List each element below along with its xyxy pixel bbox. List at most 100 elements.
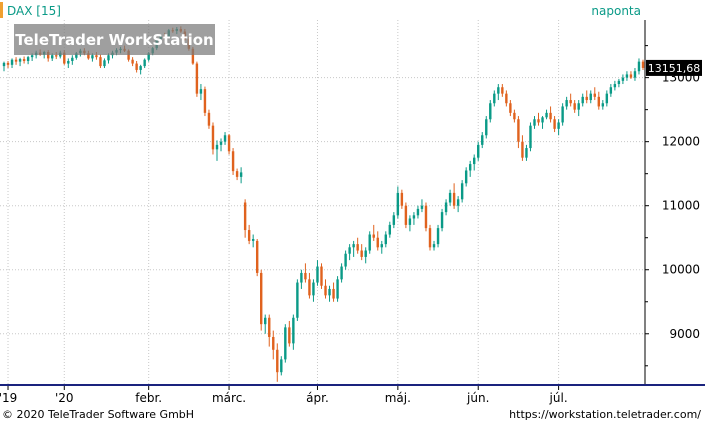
x-tick-label: febr.	[135, 391, 162, 405]
candle-body	[549, 112, 552, 120]
candle-body	[67, 60, 70, 64]
candle	[231, 148, 235, 175]
candle	[545, 109, 548, 120]
candle-body	[344, 253, 347, 267]
candle-body	[255, 240, 259, 273]
candle-body	[404, 205, 408, 225]
candle-body	[537, 119, 540, 123]
candle-body	[637, 61, 641, 72]
candle-body	[22, 59, 26, 61]
candle	[481, 132, 484, 149]
candle-body	[360, 250, 363, 257]
candle-body	[364, 250, 367, 257]
candle-body	[215, 144, 219, 150]
candle	[513, 109, 516, 123]
candle-body	[239, 172, 243, 177]
candle	[585, 90, 588, 104]
candle	[6, 60, 10, 69]
candle	[340, 263, 343, 283]
candle	[557, 119, 560, 136]
candle	[304, 263, 307, 283]
candle-body	[191, 48, 195, 64]
y-tick-label: 12000	[662, 135, 700, 149]
candle-body	[585, 96, 588, 101]
candle	[440, 208, 444, 232]
candle-body	[99, 57, 102, 67]
candle-body	[107, 55, 110, 61]
candle	[601, 100, 605, 110]
candle	[493, 90, 496, 107]
candle-body	[613, 84, 617, 88]
watermark-text: TeleTrader WorkStation	[15, 31, 213, 49]
candle-body	[284, 327, 287, 360]
candle-body	[545, 112, 548, 118]
candle	[641, 59, 645, 70]
candle-body	[211, 125, 215, 150]
candle	[332, 282, 335, 302]
candle-body	[424, 205, 428, 229]
candle	[489, 100, 492, 123]
candle	[380, 240, 383, 254]
candle-body	[396, 192, 400, 216]
candle-body	[444, 202, 448, 213]
candle-body	[251, 239, 255, 241]
candle-body	[420, 205, 424, 209]
candle-body	[95, 55, 98, 58]
candle-body	[55, 55, 58, 57]
candle	[251, 234, 255, 248]
candle	[2, 61, 6, 72]
candle-body	[581, 96, 584, 104]
candle	[239, 167, 243, 184]
candle	[227, 133, 231, 155]
candle-body	[497, 87, 500, 94]
candle	[529, 122, 532, 152]
candle	[312, 279, 315, 302]
symbol-label[interactable]: DAX [15]	[7, 4, 61, 18]
candle-body	[573, 103, 576, 110]
candle-body	[633, 71, 637, 78]
candle	[477, 141, 480, 161]
candle-body	[376, 237, 379, 248]
candle-body	[264, 317, 267, 325]
candle	[207, 109, 211, 129]
candle	[565, 96, 568, 110]
source-link[interactable]: https://workstation.teletrader.com/	[509, 408, 701, 421]
period-label[interactable]: naponta	[591, 4, 641, 18]
candle	[260, 269, 263, 331]
candle	[272, 330, 275, 360]
candle-body	[629, 74, 633, 78]
candle	[468, 160, 472, 177]
candle	[247, 224, 251, 245]
candle-body	[557, 122, 560, 129]
candle-body	[87, 53, 90, 59]
candle-body	[296, 282, 299, 318]
candle-body	[288, 327, 291, 344]
candle	[617, 78, 621, 88]
candle-body	[91, 55, 94, 59]
candle-body	[541, 117, 544, 123]
candle	[348, 244, 351, 261]
candle	[103, 58, 106, 69]
candle	[308, 272, 311, 299]
candle-body	[589, 93, 592, 101]
candle	[368, 231, 371, 254]
candle	[533, 116, 536, 129]
candle-body	[103, 60, 106, 67]
candle-body	[199, 89, 203, 94]
candle-body	[71, 57, 74, 61]
candle	[577, 100, 580, 117]
candle	[276, 343, 279, 382]
candle-body	[617, 80, 621, 85]
candle	[296, 279, 299, 321]
candle-body	[235, 171, 239, 177]
candle	[372, 224, 375, 241]
candle	[432, 240, 436, 251]
candle-body	[143, 59, 146, 67]
candle	[633, 68, 637, 81]
candle-body	[75, 53, 78, 58]
candle	[18, 57, 22, 67]
candle-body	[569, 100, 572, 104]
candle-body	[63, 52, 66, 64]
